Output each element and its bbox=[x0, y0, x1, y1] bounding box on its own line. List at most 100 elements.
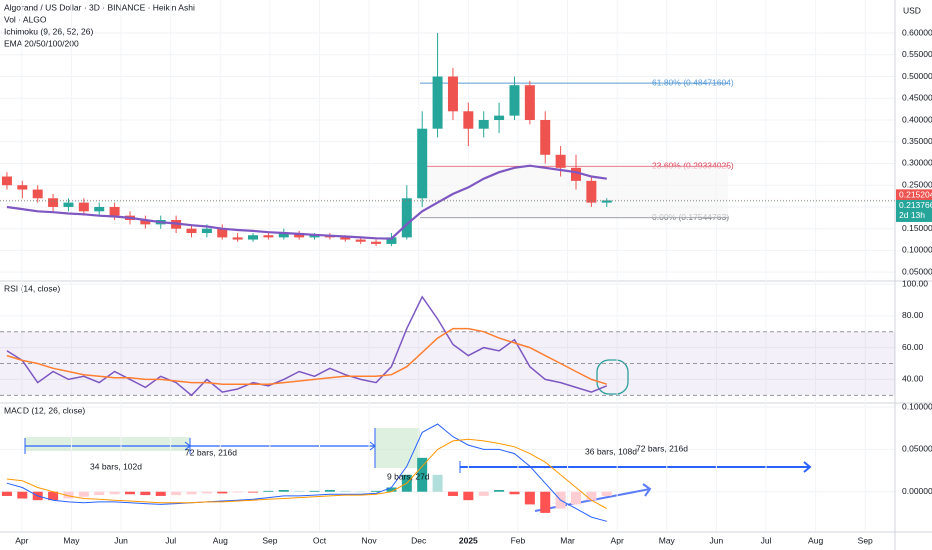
x-tick-label: Aug bbox=[808, 535, 823, 545]
candle-body bbox=[17, 185, 28, 190]
x-tick-label: Apr bbox=[15, 535, 28, 545]
histogram-bar bbox=[48, 491, 59, 501]
histogram-bar bbox=[124, 491, 135, 495]
candle-body bbox=[1, 176, 12, 186]
series-line bbox=[6, 164, 607, 240]
chart-title: Algorand / US Dollar · 3D · BINANCE · He… bbox=[4, 2, 195, 12]
candle-body bbox=[463, 111, 474, 129]
candle-body bbox=[540, 120, 551, 155]
candle-body bbox=[294, 233, 305, 238]
price-tag bbox=[896, 199, 932, 222]
range-box bbox=[25, 437, 190, 451]
y-tick-label: 40.00 bbox=[902, 374, 924, 384]
currency-label: USD bbox=[903, 5, 921, 15]
arrow-head bbox=[803, 461, 812, 473]
x-tick-label: Mar bbox=[560, 535, 575, 545]
histogram-bar bbox=[278, 490, 289, 492]
price-tag bbox=[896, 189, 932, 202]
x-tick-label: May bbox=[659, 535, 676, 545]
y-tick-label: 0.5000000 bbox=[902, 71, 932, 81]
price-tag-label: 0.21376605 bbox=[899, 200, 932, 210]
x-tick-label: May bbox=[63, 535, 80, 545]
pane-title: RSI (14, close) bbox=[4, 283, 60, 293]
y-tick-label: 100.00 bbox=[902, 278, 928, 288]
candle-body bbox=[186, 228, 197, 234]
x-tick-label: Sep bbox=[262, 535, 277, 545]
histogram-bar bbox=[463, 491, 474, 501]
measure-label: 72 bars, 216d bbox=[636, 443, 688, 453]
candle-body bbox=[355, 239, 366, 242]
histogram-bar bbox=[155, 491, 166, 496]
histogram-bar bbox=[586, 491, 597, 501]
y-tick-label: 0.2500000 bbox=[902, 179, 932, 189]
y-tick-label: 0.4500000 bbox=[902, 93, 932, 103]
y-tick-label: 0.00000000 bbox=[902, 486, 932, 496]
candle-body bbox=[509, 85, 520, 116]
y-tick-label: 0.4000000 bbox=[902, 114, 932, 124]
candle-body bbox=[32, 189, 43, 199]
y-tick-label: 0.3000000 bbox=[902, 158, 932, 168]
series-line bbox=[6, 423, 607, 522]
y-tick-label: 0.1000000 bbox=[902, 401, 932, 411]
histogram-bar bbox=[294, 490, 305, 492]
candle-body bbox=[570, 167, 581, 181]
candle-body bbox=[109, 206, 120, 216]
candle-body bbox=[232, 237, 243, 240]
series-line bbox=[6, 438, 608, 510]
histogram-bar bbox=[447, 491, 458, 496]
y-tick-label: 60.00 bbox=[902, 342, 924, 352]
x-tick-label: Dec bbox=[411, 535, 427, 545]
histogram-bar bbox=[94, 491, 105, 496]
candle-body bbox=[263, 235, 274, 238]
candle-body bbox=[48, 198, 59, 207]
price-tag-label: 0.21520422 bbox=[899, 190, 932, 200]
histogram-bar bbox=[171, 491, 182, 496]
x-tick-label: Aug bbox=[213, 535, 228, 545]
candle-body bbox=[417, 128, 428, 199]
histogram-bar bbox=[248, 491, 259, 493]
y-tick-label: 0.6000000 bbox=[902, 27, 932, 37]
pane-title: MACD (12, 26, close) bbox=[4, 405, 85, 415]
histogram-bar bbox=[140, 491, 151, 496]
candle-body bbox=[94, 206, 105, 212]
histogram-bar bbox=[309, 490, 320, 492]
candle-body bbox=[447, 76, 458, 112]
histogram-bar bbox=[494, 490, 505, 492]
candle-body bbox=[401, 198, 412, 238]
candle-body bbox=[601, 200, 612, 203]
measure-label: 36 bars, 108d bbox=[585, 446, 637, 456]
histogram-bar bbox=[63, 491, 74, 499]
histogram-bar bbox=[232, 491, 243, 493]
measure-label: 9 bars, 27d bbox=[387, 471, 430, 481]
histogram-bar bbox=[109, 491, 120, 495]
histogram-bar bbox=[371, 490, 382, 492]
fib-label: 61.80% (0.48471604) bbox=[652, 77, 734, 87]
histogram-bar bbox=[201, 491, 212, 494]
measure-label: 72 bars, 216d bbox=[185, 447, 237, 457]
measure-label: 34 bars, 102d bbox=[90, 461, 142, 471]
indicator-label: Ichimoku (9, 26, 52, 26) bbox=[4, 26, 93, 36]
candle-body bbox=[340, 237, 351, 240]
highlight-circle bbox=[596, 359, 629, 395]
x-tick-label: Oct bbox=[313, 535, 327, 545]
histogram-bar bbox=[601, 491, 612, 496]
candle-body bbox=[201, 228, 212, 234]
fib-label: 23.60% (0.29334025) bbox=[652, 161, 734, 171]
x-tick-label: Jul bbox=[165, 535, 176, 545]
x-tick-label: Apr bbox=[611, 535, 624, 545]
y-tick-label: 0.1500000 bbox=[902, 223, 932, 233]
y-tick-label: 0.05000000 bbox=[902, 444, 932, 454]
x-tick-label: Sep bbox=[858, 535, 873, 545]
histogram-bar bbox=[355, 491, 366, 493]
x-tick-label: Jun bbox=[114, 535, 128, 545]
y-tick-label: 80.00 bbox=[902, 310, 924, 320]
candle-body bbox=[309, 235, 320, 238]
arrow-head bbox=[642, 483, 652, 497]
y-tick-label: 0.1000000 bbox=[902, 245, 932, 255]
x-tick-label: Jun bbox=[710, 535, 724, 545]
x-tick-label: Nov bbox=[362, 535, 378, 545]
histogram-bar bbox=[1, 491, 12, 496]
x-tick-label: Feb bbox=[511, 535, 526, 545]
